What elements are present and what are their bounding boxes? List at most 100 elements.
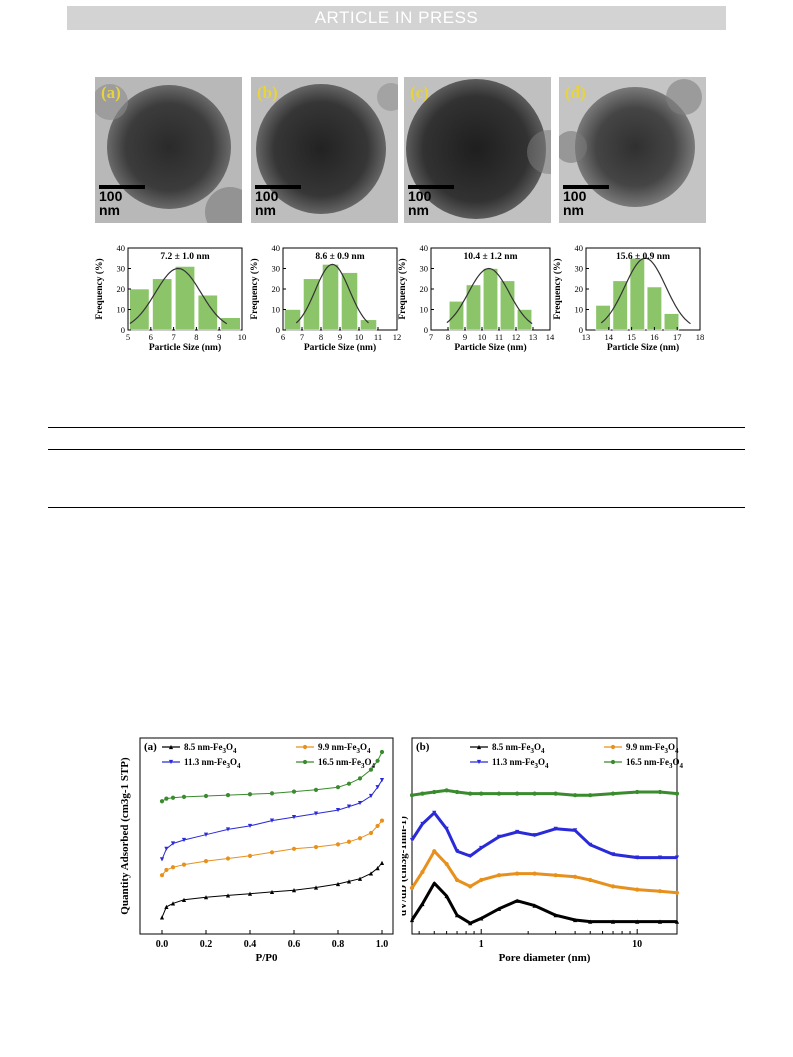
data-point	[375, 866, 380, 871]
legend-label: 9.9 nm-Fe3O4	[318, 742, 371, 755]
tem-photo	[251, 77, 398, 223]
data-point	[181, 862, 187, 867]
data-point	[588, 793, 593, 798]
data-point	[247, 853, 253, 858]
y-tick-label: 40	[575, 243, 584, 253]
y-tick-label: 40	[272, 243, 281, 253]
data-point	[573, 828, 578, 833]
y-tick-label: 0	[121, 325, 125, 335]
histogram-c: 7 8 9 10 11 12 13 14 0 10 20 30 40 Particle Size (nm)…	[397, 243, 555, 353]
data-point	[269, 850, 275, 855]
x-tick-label: 1	[479, 939, 484, 950]
data-point	[468, 853, 473, 859]
data-point	[674, 855, 680, 860]
data-point	[588, 877, 593, 883]
y-tick-label: 20	[117, 284, 126, 294]
histogram-bar	[499, 280, 516, 331]
data-point	[479, 916, 484, 921]
x-tick-label: 0.0	[156, 939, 169, 950]
panel-label: (a)	[144, 741, 157, 753]
histogram-bar	[175, 266, 195, 331]
data-point	[588, 919, 593, 924]
scale-bar: 100 nm	[255, 185, 301, 217]
data-point	[313, 811, 319, 816]
x-tick-label: 0.6	[288, 939, 301, 950]
data-point	[269, 791, 275, 796]
series-line	[161, 751, 383, 802]
x-axis-label: Particle Size (nm)	[454, 342, 526, 353]
x-tick-label: 0.2	[200, 939, 213, 950]
x-tick-label: 11	[374, 332, 382, 342]
data-point	[610, 919, 616, 924]
y-axis-label: dV/dD (cm3g-1nm-1)	[402, 816, 409, 916]
y-tick-label: 10	[420, 305, 429, 315]
x-tick-label: 16	[650, 332, 659, 342]
data-point	[357, 800, 363, 806]
data-point	[635, 789, 640, 795]
data-point	[379, 818, 385, 823]
data-point	[170, 865, 176, 870]
data-point	[657, 889, 663, 894]
legend-label: 9.9 nm-Fe3O4	[626, 742, 679, 755]
gaussian-fit-curve	[446, 267, 533, 325]
data-point	[496, 791, 502, 796]
data-point	[496, 834, 502, 839]
legend-label: 11.3 nm-Fe3O4	[184, 757, 241, 770]
y-tick-label: 30	[575, 264, 584, 274]
scale-bar: 100 nm	[99, 185, 145, 217]
data-point	[573, 917, 578, 923]
histogram-a: 5 6 7 8 9 10 0 10 20 30 40 Particle Size (nm) Freque…	[94, 243, 246, 353]
data-point	[164, 904, 169, 909]
data-point	[368, 793, 374, 799]
data-point	[553, 791, 558, 796]
x-axis-label: Particle Size (nm)	[607, 342, 679, 353]
data-point	[346, 781, 352, 786]
gaussian-fit-curve	[600, 257, 691, 325]
panel-label: (b)	[416, 741, 430, 753]
data-point	[444, 826, 449, 831]
x-tick-label: 5	[126, 332, 130, 342]
x-tick-label: 15	[627, 332, 636, 342]
x-axis-label: P/P0	[256, 952, 278, 964]
x-tick-label: 9	[338, 332, 342, 342]
data-point	[335, 842, 341, 847]
data-point	[573, 793, 578, 798]
x-tick-label: 10	[632, 939, 642, 950]
data-point	[335, 785, 341, 790]
data-point	[476, 744, 482, 750]
table-bottom-rule	[48, 507, 745, 508]
x-tick-label: 17	[673, 332, 682, 342]
data-point	[532, 903, 537, 908]
data-point	[159, 799, 165, 804]
x-axis-label: Pore diameter (nm)	[499, 952, 591, 964]
data-point	[247, 823, 253, 829]
histogram-bar	[360, 319, 377, 331]
histogram-bar	[341, 272, 358, 331]
gaussian-fit-curve	[129, 267, 228, 325]
y-tick-label: 0	[424, 325, 428, 335]
table-top-rule	[48, 427, 745, 428]
x-tick-label: 6	[149, 332, 153, 342]
y-tick-label: 30	[420, 264, 429, 274]
y-tick-label: 10	[117, 305, 126, 315]
tem-image-b: (b) 100 nm	[251, 77, 398, 223]
table-header-rule	[48, 449, 745, 450]
data-point	[346, 879, 352, 884]
data-point	[379, 860, 385, 865]
data-point	[225, 893, 231, 898]
data-point	[357, 836, 363, 841]
data-point	[269, 818, 275, 823]
data-point	[375, 758, 380, 763]
data-point	[375, 785, 380, 790]
y-tick-label: 20	[420, 284, 429, 294]
x-tick-label: 11	[495, 332, 503, 342]
scale-bar: 100 nm	[408, 185, 454, 217]
data-point	[225, 856, 231, 861]
data-point	[203, 895, 209, 900]
data-point	[610, 791, 616, 796]
y-tick-label: 10	[272, 305, 281, 315]
histogram-bar	[197, 294, 218, 331]
data-point	[635, 887, 640, 892]
x-tick-label: 12	[393, 332, 402, 342]
data-point	[368, 830, 374, 836]
